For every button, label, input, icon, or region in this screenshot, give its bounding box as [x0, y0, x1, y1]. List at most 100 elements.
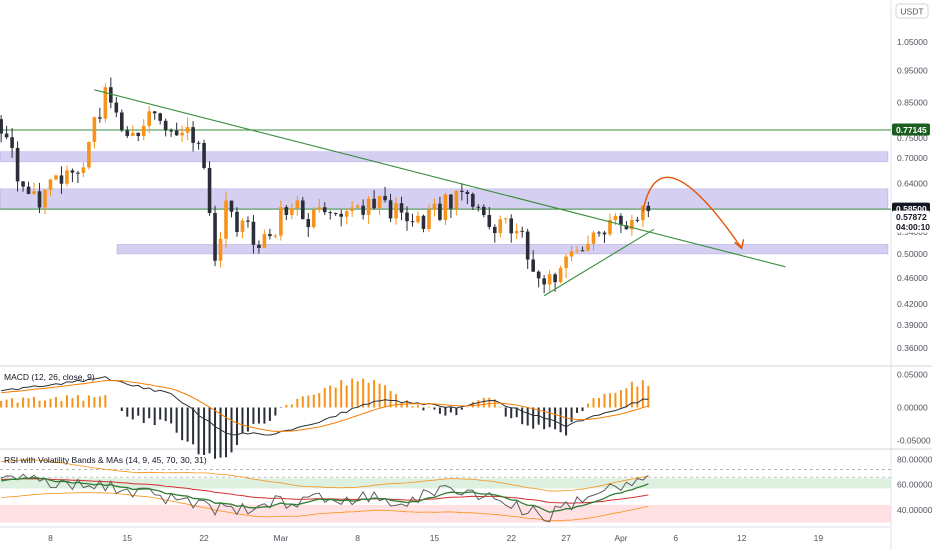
candle-body — [399, 203, 404, 213]
candle-body — [70, 170, 75, 173]
price-tick-label: 0.85000 — [897, 97, 928, 107]
candle — [152, 110, 157, 120]
candle — [619, 213, 623, 234]
price-tag-label: 0.57872 — [896, 212, 927, 222]
candle — [301, 196, 305, 220]
candle — [536, 270, 541, 288]
candle-body — [109, 87, 113, 103]
rsi-bands — [0, 469, 891, 523]
candle-body — [37, 191, 42, 208]
candle — [65, 165, 69, 187]
price-tag-label: 04:00:10 — [896, 222, 930, 232]
candle-body — [191, 127, 195, 143]
candle-body — [76, 172, 80, 174]
price-tag-label: 0.58500 — [896, 204, 927, 214]
candle-body — [54, 175, 58, 180]
candle-body — [503, 218, 508, 220]
candle-body — [492, 226, 497, 234]
candle-body — [87, 141, 91, 168]
price-tick-label: 0.95000 — [897, 66, 928, 76]
rsi-slow-ma — [1, 478, 649, 504]
candle — [92, 116, 97, 149]
candle — [339, 209, 343, 227]
candle — [454, 190, 459, 216]
candle — [59, 166, 64, 194]
candle — [37, 182, 42, 214]
candle — [169, 128, 173, 137]
candle-body — [372, 198, 376, 209]
time-tick-label: 15 — [430, 533, 440, 543]
candle-body — [202, 142, 206, 168]
candle — [81, 162, 86, 178]
price-tag-label: 0.77145 — [896, 125, 927, 135]
candle — [460, 183, 464, 201]
candle-body — [536, 271, 541, 279]
candle — [48, 178, 53, 197]
candle-body — [147, 111, 152, 126]
candle — [421, 214, 426, 233]
candle — [130, 125, 135, 137]
candle — [125, 126, 130, 139]
candle-body — [328, 212, 333, 214]
candle-body — [0, 119, 3, 134]
candle — [547, 269, 552, 293]
candle-body — [295, 200, 300, 209]
price-tick-label: 0.46000 — [897, 273, 928, 283]
candle — [136, 132, 141, 142]
macd-signal-line — [1, 380, 649, 432]
macd-pane — [0, 376, 650, 459]
candle — [514, 223, 519, 240]
candle — [580, 246, 585, 252]
price-tick-label: 0.39000 — [897, 320, 928, 330]
candle-body — [65, 170, 69, 184]
candle-body — [388, 200, 393, 219]
candle-body — [218, 238, 223, 261]
candle — [246, 216, 250, 228]
candle-body — [10, 137, 14, 148]
time-tick-label: 22 — [199, 533, 209, 543]
candle-body — [301, 200, 305, 220]
candle-body — [410, 221, 415, 223]
rsi-tick-label: 40.00000 — [897, 505, 932, 515]
candle-body — [98, 117, 102, 119]
candle-body — [569, 251, 574, 257]
candle-body — [624, 225, 629, 230]
macd-legend[interactable]: MACD (12, 26, close, 9) — [4, 372, 95, 382]
time-tick-label: 22 — [506, 533, 516, 543]
candle — [262, 229, 267, 249]
rsi-legend[interactable]: RSI with Volatility Bands & MAs (14, 9, … — [4, 455, 207, 465]
candle-body — [207, 167, 212, 213]
candlestick-series — [0, 77, 651, 294]
price-tick-label: 0.75000 — [897, 133, 928, 143]
candle-body — [185, 127, 190, 133]
candle — [498, 215, 503, 238]
trendline — [94, 89, 786, 268]
candle-body — [240, 220, 245, 232]
candle — [70, 168, 75, 183]
candle-body — [317, 207, 322, 210]
candle — [273, 233, 278, 239]
candle-body — [125, 130, 130, 136]
time-tick-label: 6 — [673, 533, 678, 543]
candle — [229, 200, 234, 218]
projection-curve — [642, 176, 743, 249]
currency-badge[interactable]: USDT — [895, 3, 929, 19]
candle-body — [213, 212, 217, 261]
candle — [119, 109, 124, 133]
candle — [388, 193, 393, 223]
candle — [295, 196, 300, 216]
candle — [635, 216, 640, 223]
candle — [87, 141, 91, 170]
candle — [432, 198, 437, 217]
candle — [608, 213, 612, 237]
candle-body — [564, 256, 568, 268]
candle-body — [520, 230, 524, 232]
candle — [98, 107, 102, 123]
candle — [377, 195, 382, 216]
candle-body — [405, 212, 409, 222]
candle — [43, 189, 47, 215]
candle-body — [542, 278, 546, 285]
time-axis-ticks: 8 15 22 Mar 8 15 22 27 Apr 6 12 19 — [48, 533, 823, 543]
projection-arrow — [642, 176, 745, 250]
